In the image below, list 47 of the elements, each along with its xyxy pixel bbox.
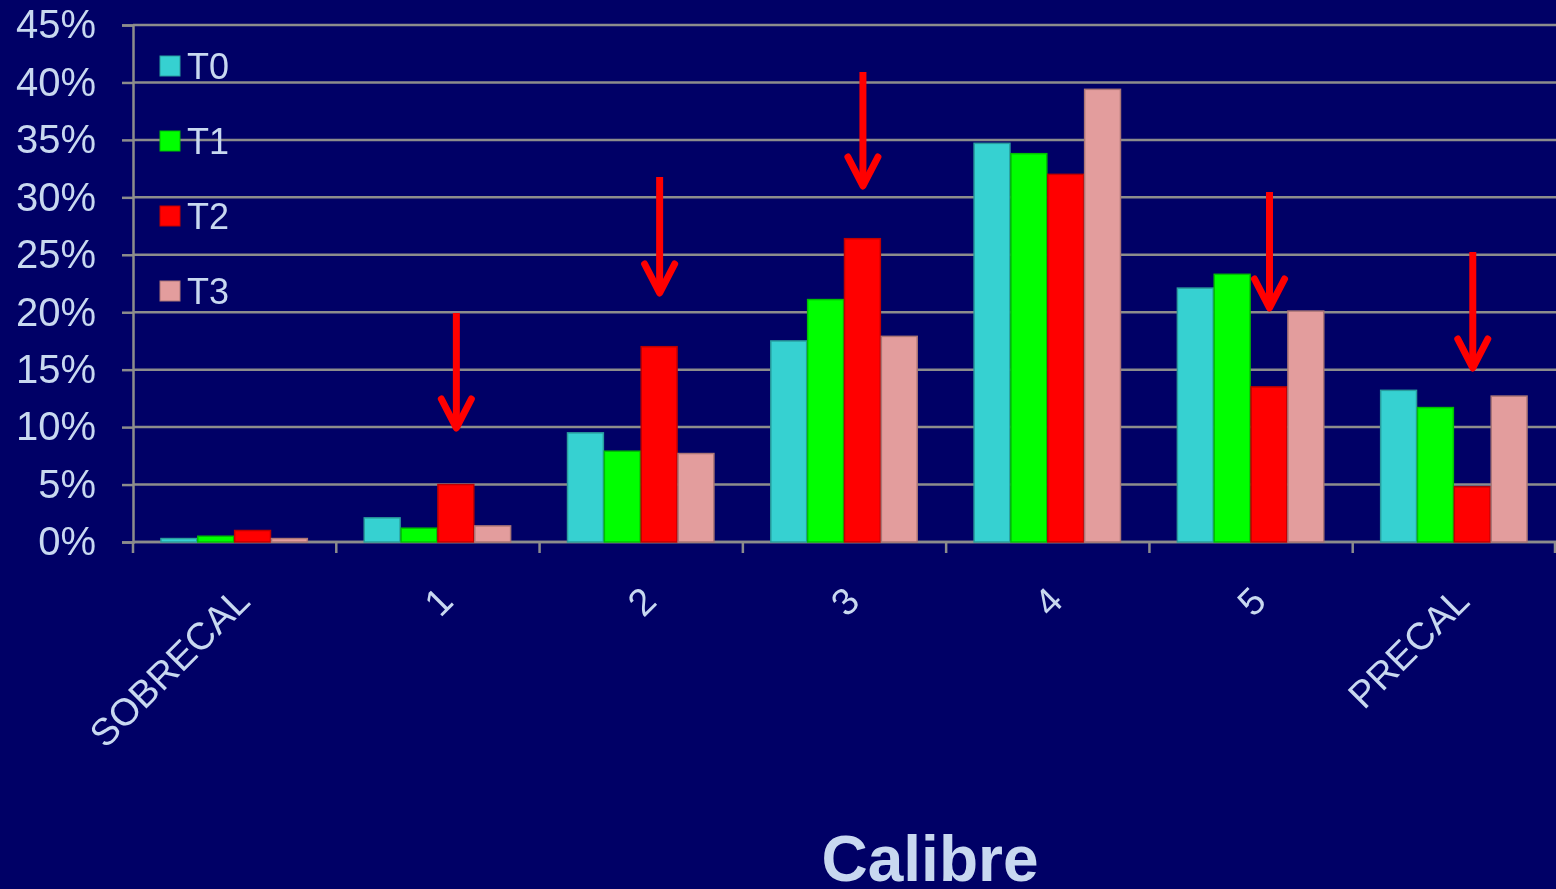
- y-tick-label: 5%: [38, 461, 96, 506]
- legend-label: T2: [187, 195, 230, 237]
- y-tick-label: 15%: [15, 346, 96, 391]
- x-tick-label: 1: [416, 579, 461, 624]
- x-axis-title: Calibre: [821, 823, 1039, 889]
- bar: [1490, 395, 1528, 543]
- bar: [1047, 173, 1085, 543]
- bar: [880, 335, 918, 543]
- bar: [437, 483, 475, 543]
- legend-label: T3: [187, 270, 230, 312]
- y-tick-label: 0%: [38, 519, 96, 564]
- bar: [677, 452, 715, 543]
- bar: [770, 340, 808, 543]
- bar: [197, 535, 235, 543]
- bar: [1453, 486, 1491, 543]
- bar: [1010, 152, 1048, 543]
- bar: [843, 237, 882, 543]
- bar: [566, 432, 605, 543]
- y-tick-label: 40%: [15, 59, 96, 104]
- bar: [400, 527, 438, 543]
- y-tick-label: 30%: [15, 174, 96, 219]
- bar: [806, 298, 845, 543]
- bar: [160, 537, 198, 543]
- bar: [363, 517, 401, 543]
- bar: [1083, 88, 1122, 543]
- bar: [1213, 273, 1251, 543]
- bar: [1379, 389, 1418, 543]
- bar: [1250, 386, 1288, 543]
- bar: [233, 529, 272, 543]
- y-tick-label: 20%: [15, 289, 96, 334]
- bar: [1176, 287, 1214, 543]
- x-tick-label: 2: [619, 579, 665, 624]
- bar: [640, 345, 678, 543]
- y-tick-label: 35%: [15, 117, 96, 162]
- x-tick-label: 4: [1025, 579, 1071, 624]
- bar: [603, 450, 641, 543]
- bar: [1416, 406, 1455, 543]
- bar: [1287, 310, 1325, 543]
- legend-label: T0: [187, 45, 230, 87]
- x-tick-label: 3: [822, 579, 868, 624]
- y-tick-label: 45%: [15, 2, 96, 47]
- y-tick-label: 25%: [15, 232, 96, 277]
- bar: [973, 142, 1011, 543]
- bar: [270, 537, 309, 543]
- x-tick-label: 5: [1229, 579, 1274, 624]
- bar: [474, 525, 512, 543]
- y-tick-label: 10%: [15, 404, 96, 449]
